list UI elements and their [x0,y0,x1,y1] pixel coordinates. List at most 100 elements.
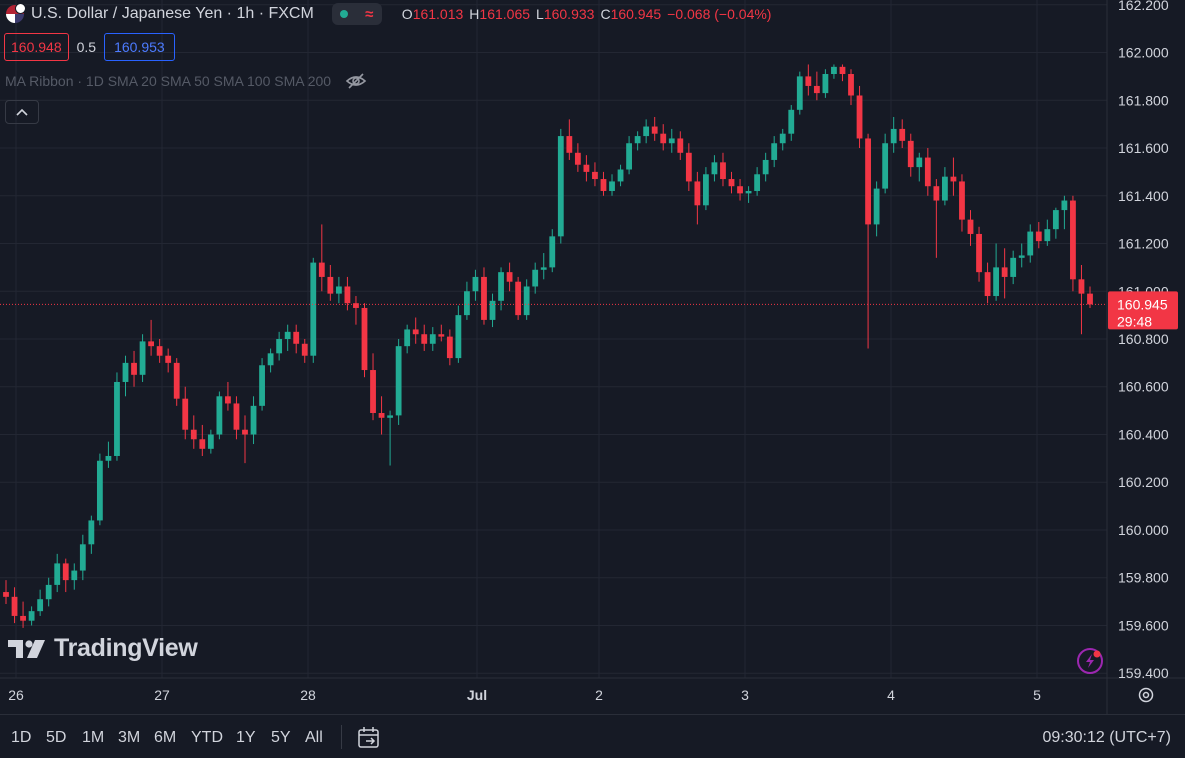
candle [873,181,880,237]
candle-body [156,346,163,356]
ohlc-low-key: L [536,6,544,22]
range-1m-button[interactable]: 1M [82,729,105,746]
candle [745,186,752,203]
eye-hidden-icon[interactable] [345,73,367,89]
candle [131,350,137,387]
candle-body [353,303,359,308]
candle-body [225,396,231,404]
candle-body [37,599,44,612]
candle-body [207,434,214,449]
candle [250,396,257,445]
time-tick-label: 3 [741,687,749,703]
ohlc-values: O161.013 H161.065 L160.933 C160.945 −0.0… [402,6,772,22]
candle-body [515,281,522,316]
settings-gear-icon[interactable] [1138,687,1154,703]
candle [711,155,718,182]
candle-body [1044,229,1051,242]
candle [114,372,120,461]
candle-body [455,315,462,359]
candle [515,276,522,320]
candle-body [634,136,641,144]
candle-body [20,615,26,621]
candle [387,410,393,466]
candle [959,174,965,232]
candle [45,577,52,607]
date-range-calendar-icon[interactable] [356,725,382,751]
candle-body [301,343,308,356]
candle [207,429,214,454]
candle [660,124,667,151]
candle-body [549,236,556,268]
candle [907,133,914,177]
candle-body [933,186,940,201]
candle-body [481,276,487,320]
candle-body [45,584,52,600]
candle-body [88,520,95,545]
candle-body [941,176,948,201]
market-status-pill[interactable]: ≈ [331,3,382,25]
candle [566,119,573,160]
candle [20,601,26,628]
candle-body [728,179,735,187]
range-5y-button[interactable]: 5Y [271,729,291,746]
candle [1001,248,1008,299]
time-axis[interactable]: 26 27 28 Jul 2 3 4 5 [8,687,1041,703]
price-axis[interactable]: 162.200 162.000 161.800 161.600 161.400 161.2… [1118,0,1169,681]
candle-body [276,339,283,354]
range-5d-button[interactable]: 5D [46,729,67,746]
candle-body [899,128,906,141]
candle-body [1061,200,1068,211]
candle [156,339,163,363]
price-tick-label: 159.400 [1118,665,1169,681]
candle-body [28,611,35,621]
candle-body [583,164,590,172]
wave-icon: ≈ [365,5,374,23]
candle [284,324,291,351]
candle [293,324,300,354]
candle [446,329,453,366]
candle-body [976,233,982,273]
candle-body [694,181,701,206]
buy-button[interactable]: 160.953 [104,33,175,61]
candle-body [242,429,248,435]
time-tick-label: 27 [154,687,170,703]
candle [592,162,598,187]
clock-timezone[interactable]: 09:30:12 (UTC+7) [1042,729,1171,746]
tradingview-logo[interactable]: TradingView [8,634,198,663]
candle-body [873,188,880,225]
candle [694,171,701,225]
range-3m-button[interactable]: 3M [118,729,141,746]
bar-countdown: 29:48 [1117,313,1152,329]
candle-body [1087,293,1093,305]
candle [993,243,1000,301]
candle-body [293,331,300,344]
candle [88,515,95,554]
candle [318,224,325,292]
candle-body [1070,200,1076,280]
ohlc-high-value: 161.065 [479,6,531,22]
candle [327,264,334,301]
lightning-alert-icon[interactable] [1077,648,1103,674]
collapse-legend-button[interactable] [5,100,39,124]
symbol-title[interactable]: U.S. Dollar / Japanese Yen · 1h · FXCM [31,5,314,22]
candle-body [216,396,223,435]
candle-body [131,362,137,375]
indicator-title[interactable]: MA Ribbon · 1D SMA 20 SMA 50 SMA 100 SMA… [5,73,332,89]
candle-body [3,592,9,597]
range-1d-button[interactable]: 1D [11,729,32,746]
price-tick-label: 162.000 [1118,45,1169,61]
candle-body [916,157,923,168]
candle-body [148,341,155,347]
sell-button[interactable]: 160.948 [4,33,69,61]
candle [429,327,436,351]
range-1y-button[interactable]: 1Y [236,729,256,746]
candle [626,136,632,175]
candle-body [685,152,692,182]
range-all-button[interactable]: All [305,729,323,746]
candle-body [745,190,752,194]
range-6m-button[interactable]: 6M [154,729,177,746]
range-ytd-button[interactable]: YTD [191,729,223,746]
candle-body [993,267,1000,297]
candle [301,339,308,363]
